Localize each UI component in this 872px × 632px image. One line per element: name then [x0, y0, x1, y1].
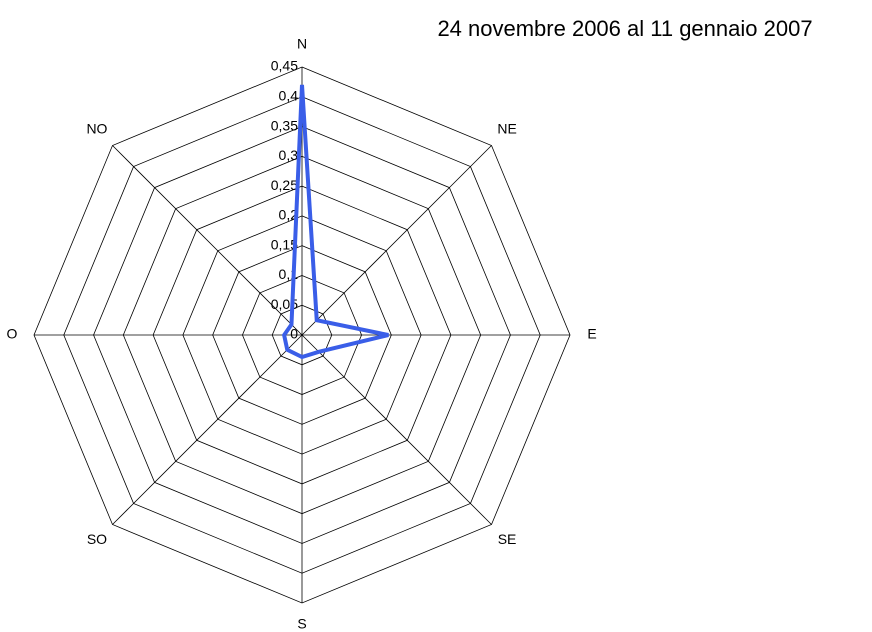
y-tick-label: 0,15 [271, 236, 298, 252]
y-tick-label: 0 [290, 326, 298, 342]
series-line [281, 84, 389, 360]
axis-label: NE [497, 121, 516, 137]
y-tick-label: 0,25 [271, 177, 298, 193]
y-tick-label: 0,35 [271, 117, 298, 133]
y-tick-label: 0,3 [279, 147, 299, 163]
axis-label: O [7, 326, 18, 342]
spoke [301, 145, 492, 336]
axis-label: E [587, 326, 596, 342]
y-tick-label: 0,2 [279, 207, 299, 223]
axis-label: NO [86, 121, 107, 137]
chart-title: 24 novembre 2006 al 11 gennaio 2007 [437, 16, 812, 41]
axis-label: N [297, 36, 307, 52]
spoke [301, 334, 492, 525]
axis-label: SE [498, 531, 517, 547]
axis-label: S [297, 616, 306, 632]
y-tick-label: 0,4 [279, 87, 299, 103]
spoke [112, 145, 303, 336]
axis-label: SO [87, 531, 107, 547]
spoke [112, 334, 303, 525]
y-tick-label: 0,45 [271, 58, 298, 74]
